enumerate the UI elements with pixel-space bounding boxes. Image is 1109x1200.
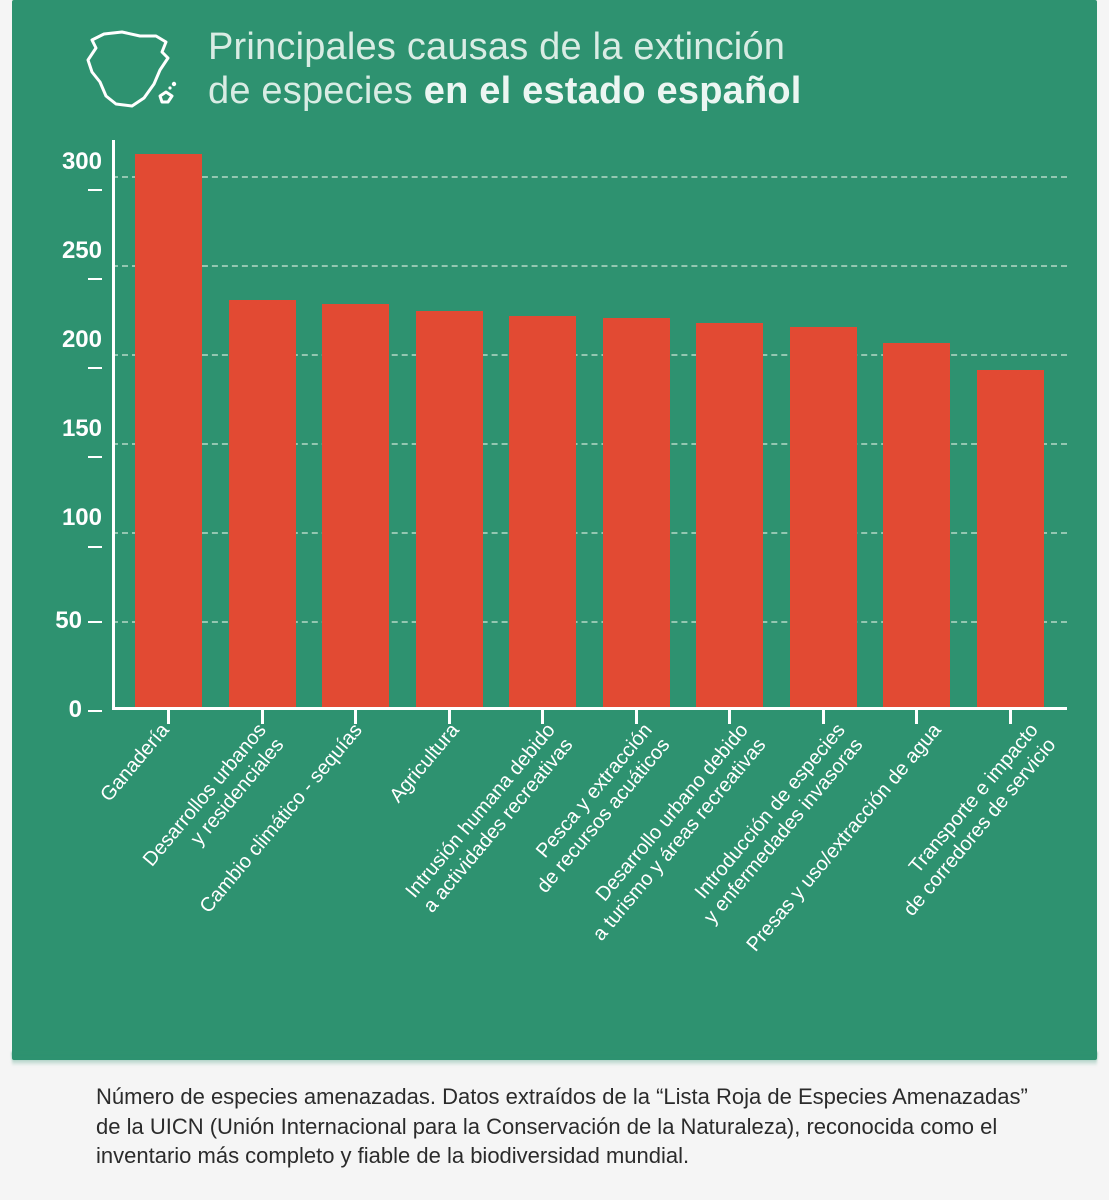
chart-title-line2-bold: en el estado español [424, 70, 802, 112]
x-label-slot: Ganadería [112, 722, 209, 1042]
bar-slot [216, 300, 310, 710]
x-label-slot: Transporte e impacto de corredores de se… [981, 722, 1078, 1042]
y-tick-label: 50 [42, 607, 102, 635]
plot-area [112, 140, 1067, 710]
chart-title-line2-prefix: de especies [208, 70, 424, 112]
bar-slot [683, 323, 777, 710]
bars-container [112, 140, 1067, 710]
bar [509, 316, 576, 710]
y-tick-label: 200 [42, 326, 102, 382]
x-axis [112, 707, 1067, 710]
y-tick-label: 150 [42, 415, 102, 471]
chart-caption: Número de especies amenazadas. Datos ext… [96, 1082, 1049, 1171]
bar-slot [777, 327, 871, 710]
bar-slot [870, 343, 964, 710]
y-tick-label: 300 [42, 148, 102, 204]
bar [416, 311, 483, 710]
y-tick-label: 100 [42, 504, 102, 560]
x-label-slot: Cambio climático - sequías [305, 722, 402, 1042]
spain-map-icon [82, 26, 180, 120]
bar-slot [403, 311, 497, 710]
bar [790, 327, 857, 710]
chart-panel: Principales causas de la extinción de es… [12, 0, 1097, 1060]
y-tick-label: 250 [42, 237, 102, 293]
bar [322, 304, 389, 710]
bar [135, 154, 202, 710]
x-axis-labels: GanaderíaDesarrollos urbanos y residenci… [112, 722, 1077, 1042]
bar [603, 318, 670, 710]
chart-title-line1: Principales causas de la extinción [208, 26, 785, 68]
y-tick-label: 0 [42, 696, 102, 724]
chart-title: Principales causas de la extinción de es… [208, 26, 802, 113]
bar [696, 323, 763, 710]
bar [229, 300, 296, 710]
bar-slot [590, 318, 684, 710]
bar-chart: 0 50 100 150 200 250 300 [42, 140, 1077, 740]
bar [883, 343, 950, 710]
bar-slot [309, 304, 403, 710]
bar-slot [496, 316, 590, 710]
chart-header: Principales causas de la extinción de es… [12, 0, 1097, 130]
bar-slot [964, 370, 1058, 710]
y-axis [112, 140, 115, 710]
bar [977, 370, 1044, 710]
bar-slot [122, 154, 216, 710]
